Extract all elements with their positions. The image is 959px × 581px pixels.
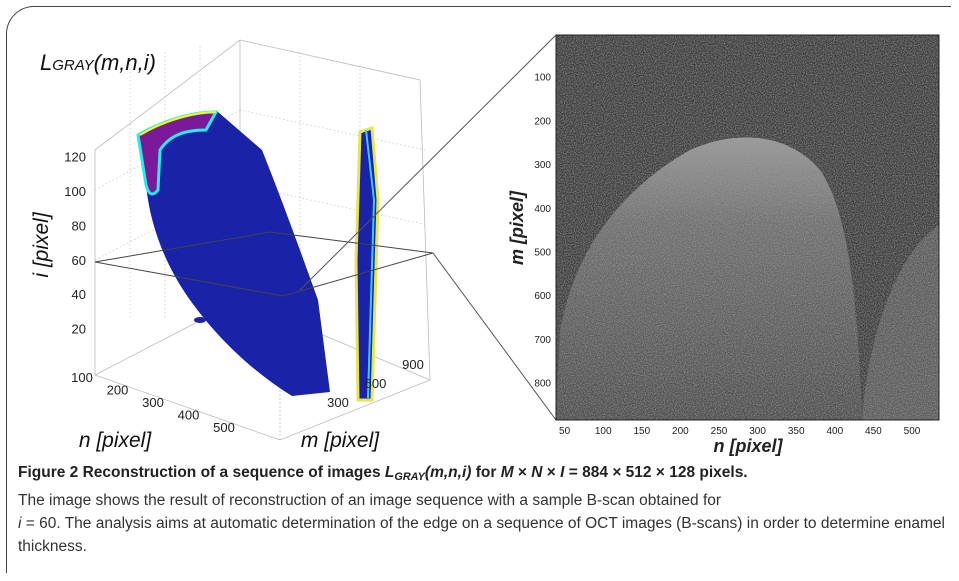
bscan-x-tick-label: 450 — [865, 426, 882, 437]
text: N — [531, 464, 543, 481]
bscan-noise — [556, 35, 939, 420]
bscan-x-tick-label: 350 — [788, 426, 805, 437]
bscan-y-tick-label: 500 — [534, 248, 551, 259]
caption: Figure 2 Reconstruction of a sequence of… — [18, 461, 948, 558]
bscan-x-tick-label: 200 — [672, 426, 689, 437]
bscan-y-tick-label: 100 — [534, 73, 551, 84]
caption-title: Figure 2 Reconstruction of a sequence of… — [18, 461, 948, 489]
bscan-y-tick-label: 700 — [534, 335, 551, 346]
blob — [194, 317, 206, 323]
figure-label: Figure 2 — [18, 464, 79, 481]
text: GRAY — [394, 471, 425, 483]
surface-rim — [139, 111, 217, 136]
bscan-x-tick-label: 300 — [749, 426, 766, 437]
connector — [432, 252, 557, 421]
figure-frame — [6, 6, 951, 573]
bscan-y-tick-label: 400 — [534, 204, 551, 215]
n-axis-label: n [pixel] — [79, 429, 153, 452]
text: I — [560, 464, 565, 481]
m-axis-label: m [pixel] — [301, 429, 380, 452]
connector — [299, 34, 557, 291]
n-tick-label: 400 — [178, 408, 200, 423]
m-tick-label: 600 — [365, 376, 387, 391]
bscan-x-tick-label: 250 — [711, 426, 728, 437]
surface-slice-edge — [365, 129, 376, 399]
text: (m,n,i) — [424, 464, 472, 481]
m-tick-label: 300 — [327, 395, 349, 410]
n-tick-label: 100 — [71, 370, 93, 385]
surface-slice — [354, 125, 380, 402]
text: for — [471, 464, 501, 481]
text: Reconstruction of a sequence of images — [78, 464, 385, 481]
bscan-y-tick-label: 200 — [534, 116, 551, 127]
i-tick-label: 40 — [72, 287, 86, 302]
text: = 884 × 512 × 128 pixels. — [564, 464, 748, 481]
bscan-y-tick-label: 300 — [534, 160, 551, 171]
text: × — [542, 464, 561, 481]
i-tick-label: 100 — [64, 184, 86, 199]
text: = 60. The analysis aims at automatic det… — [18, 515, 945, 555]
bscan-x-tick-label: 100 — [595, 426, 612, 437]
bscan-x-tick-label: 150 — [633, 426, 650, 437]
bscan-x-tick-label: 500 — [904, 426, 921, 437]
n-tick-label: 500 — [213, 420, 235, 435]
n-tick-label: 300 — [142, 395, 164, 410]
text: The image shows the result of reconstruc… — [18, 492, 722, 509]
bscan-border — [555, 34, 940, 421]
caption-body: The image shows the result of reconstruc… — [18, 489, 948, 558]
i-axis-label: i [pixel] — [30, 211, 53, 278]
bscan-x-label: n [pixel] — [713, 436, 783, 456]
surface — [138, 111, 330, 397]
i-tick-label: 20 — [72, 322, 86, 337]
n-tick-label: 200 — [107, 383, 129, 398]
i-tick-label: 120 — [64, 150, 86, 165]
bscan-x-tick-label: 400 — [826, 426, 843, 437]
m-tick-label: 900 — [402, 357, 424, 372]
text: × — [513, 464, 532, 481]
text: M — [500, 464, 514, 481]
bscan-y-tick-label: 800 — [534, 379, 551, 390]
bscan-y-tick-label: 600 — [534, 291, 551, 302]
i-tick-label: 60 — [72, 253, 86, 268]
plot-title: LGRAY(m,n,i) — [40, 50, 156, 75]
text: L — [384, 464, 395, 481]
text: i — [18, 515, 22, 532]
bscan-y-label: m [pixel] — [507, 190, 527, 265]
bscan-x-tick-label: 50 — [559, 426, 571, 437]
i-tick-label: 80 — [72, 218, 86, 233]
figure: LGRAY(m,n,i) i [pixel] n [pixel] m [pixe… — [30, 34, 940, 456]
